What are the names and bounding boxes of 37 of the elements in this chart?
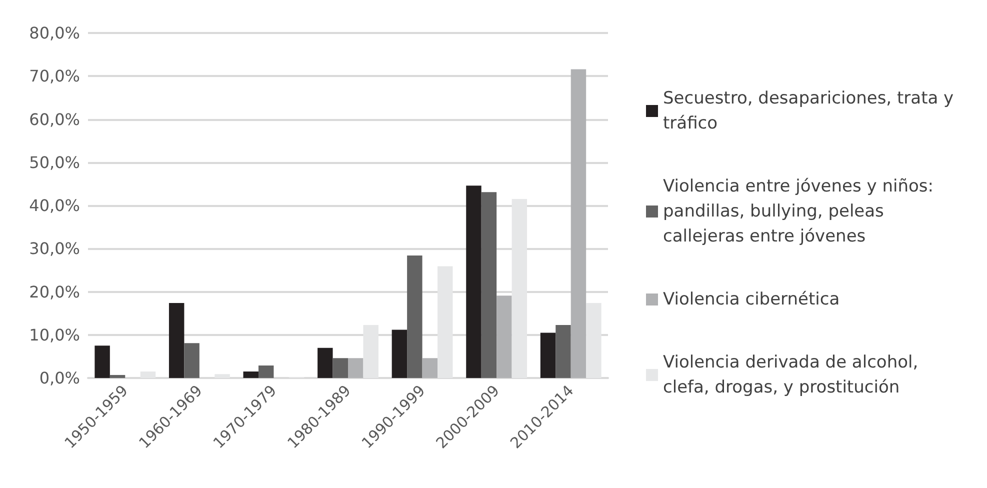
y-tick-label: 0,0% <box>39 368 80 388</box>
legend-label: Violencia entre jóvenes y niños: pandillas, bullying, peleas callejeras entre jóvenes <box>663 176 939 246</box>
y-tick-label: 20,0% <box>29 282 80 302</box>
bar <box>438 266 453 378</box>
y-tick-label: 80,0% <box>29 24 80 42</box>
y-tick-label: 10,0% <box>29 325 80 344</box>
bar <box>348 358 364 378</box>
y-tick-label: 30,0% <box>29 239 80 258</box>
bar <box>168 302 184 378</box>
bar <box>363 324 378 378</box>
bar <box>422 358 438 378</box>
bar <box>94 346 110 378</box>
legend-label: Violencia derivada de alcohol, clefa, drogas, y prostitución <box>663 352 924 398</box>
bar <box>481 192 497 378</box>
y-tick-label: 70,0% <box>29 66 80 86</box>
legend-label: Violencia cibernética <box>663 290 840 310</box>
bar <box>540 332 556 378</box>
y-tick-label: 40,0% <box>29 196 80 215</box>
bar <box>392 330 408 378</box>
bar <box>332 358 348 378</box>
bar <box>570 69 586 378</box>
y-tick-label: 60,0% <box>29 110 80 129</box>
bar <box>140 372 156 378</box>
legend-label: Secuestro, desapariciones, trata y tráfico <box>663 88 960 134</box>
bar <box>466 186 482 378</box>
bar <box>214 374 230 378</box>
bar <box>258 365 274 378</box>
bar <box>586 302 602 378</box>
bar <box>496 296 512 378</box>
bar <box>512 199 528 378</box>
bar <box>184 343 200 378</box>
bar <box>556 324 571 378</box>
bar <box>110 374 126 378</box>
y-tick-label: 50,0% <box>29 152 80 172</box>
bar <box>407 256 422 378</box>
bar <box>243 372 258 378</box>
bar <box>318 348 333 378</box>
